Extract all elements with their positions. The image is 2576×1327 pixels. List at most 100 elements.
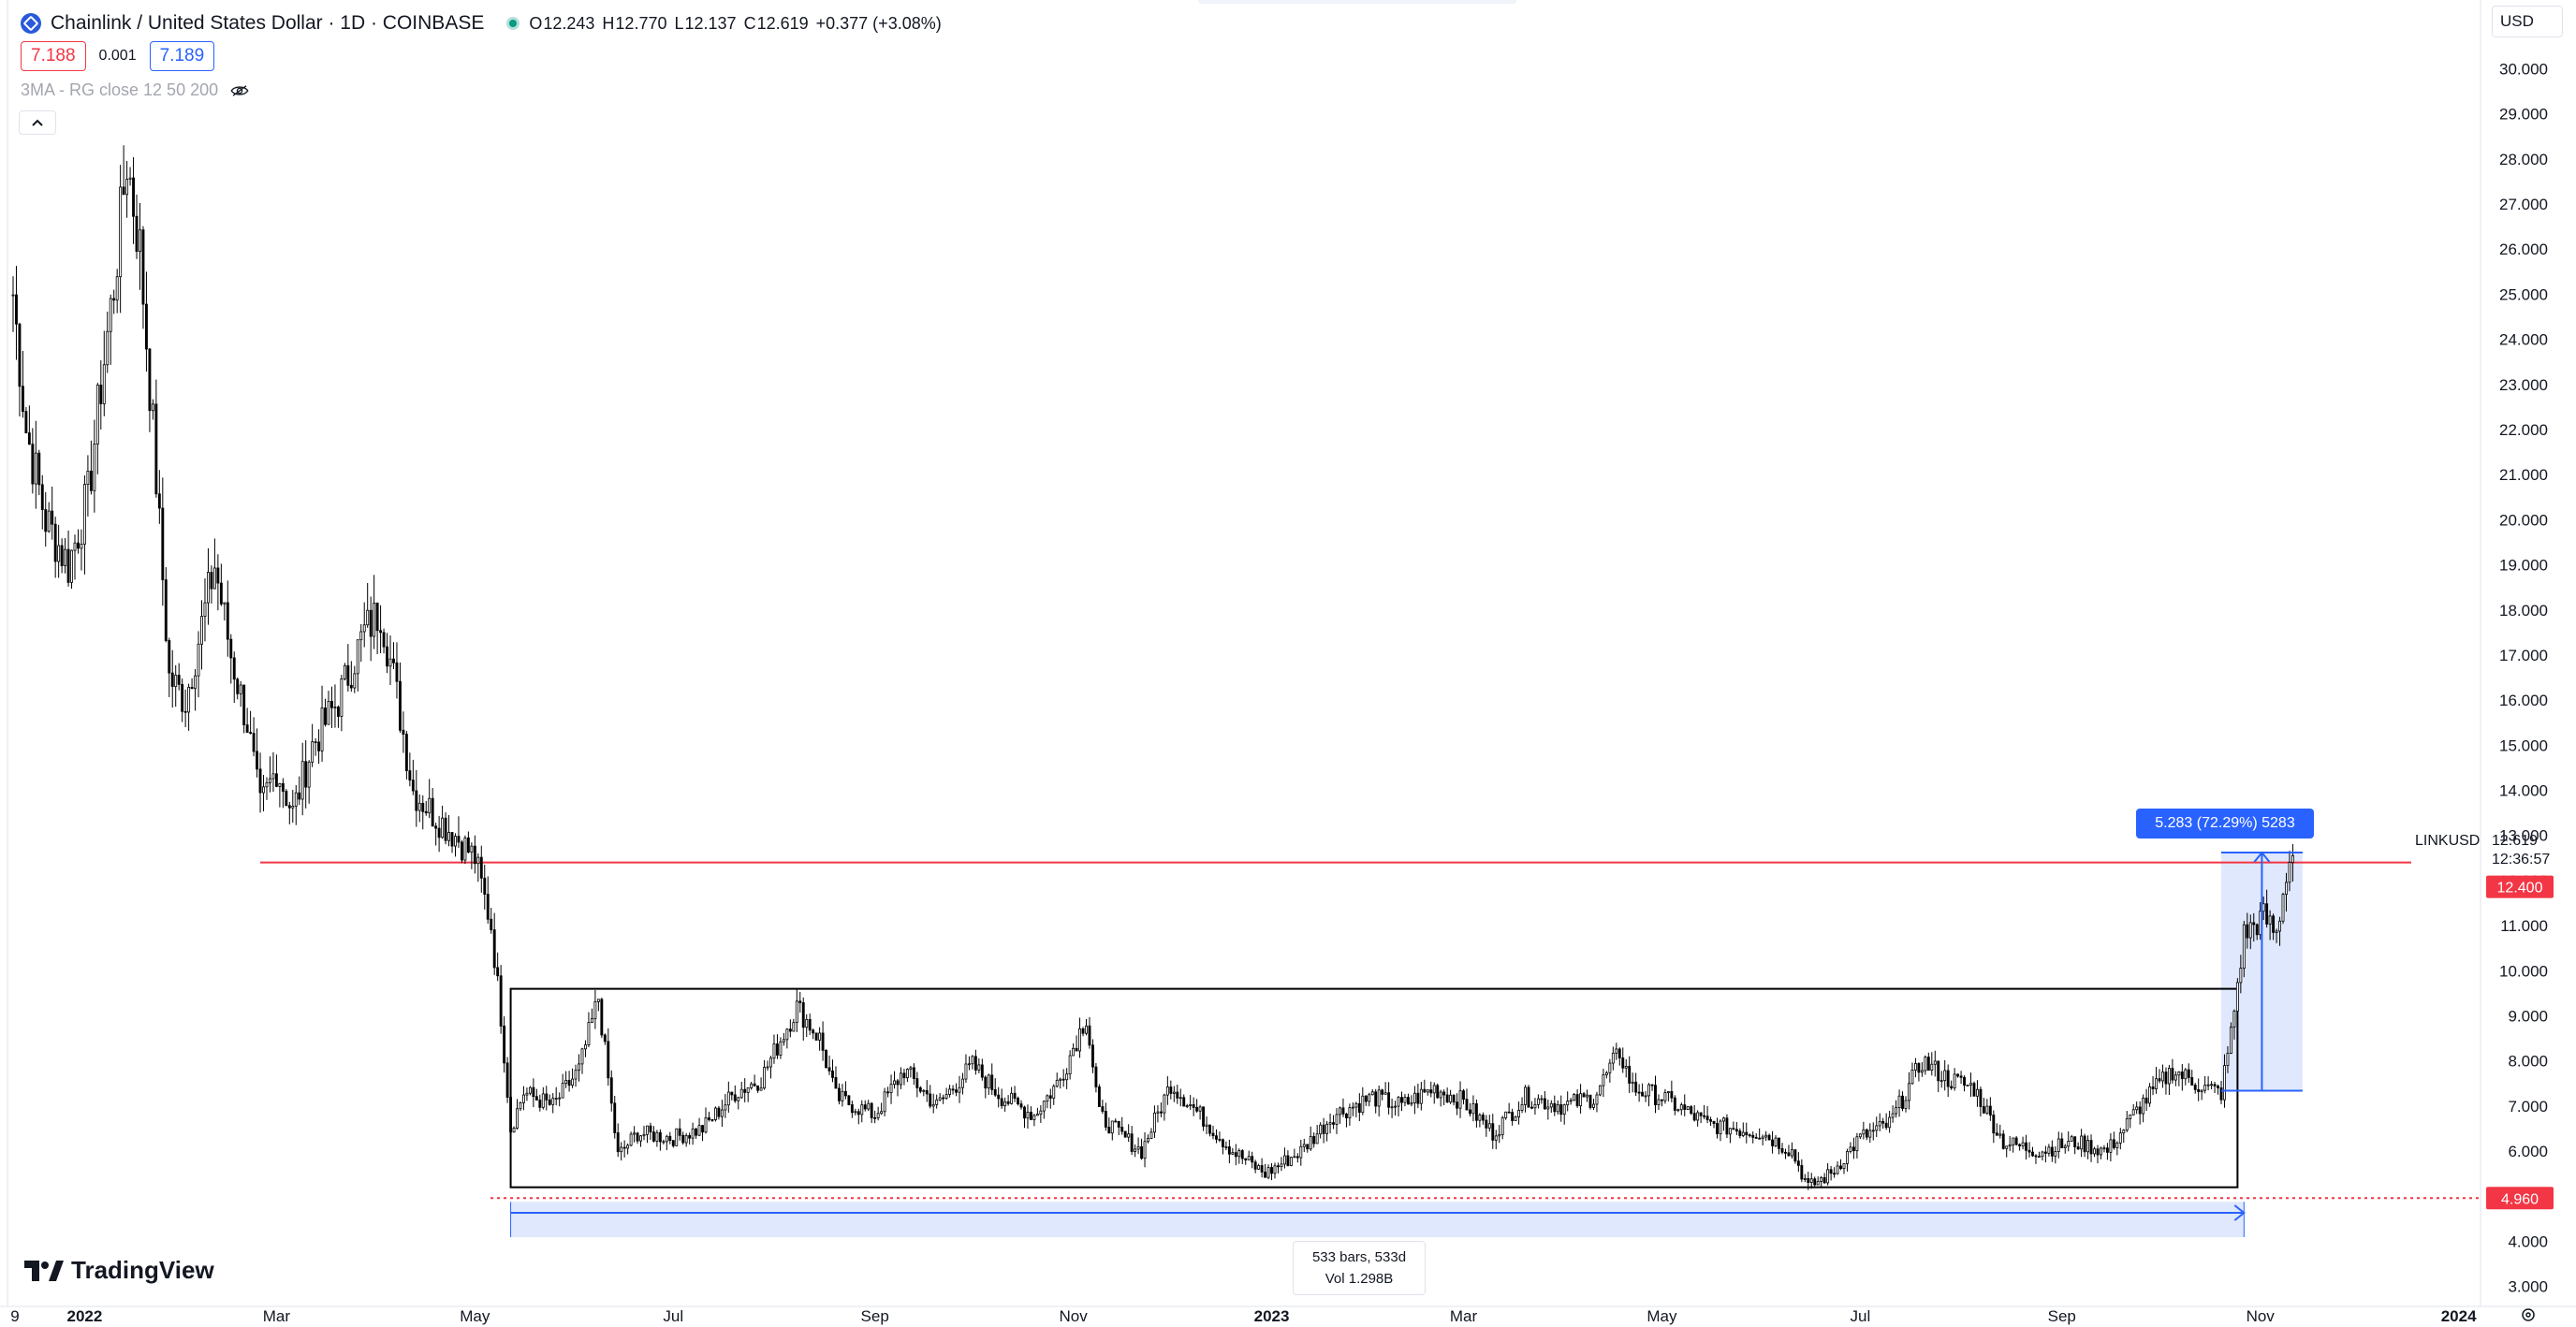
candle-body — [1273, 1165, 1277, 1174]
candle-body — [1507, 1111, 1511, 1114]
candle-body — [2177, 1072, 2181, 1076]
candle-body — [1189, 1103, 1193, 1106]
candle — [216, 554, 220, 611]
candle — [441, 805, 445, 839]
candle — [473, 835, 476, 874]
candle-body — [1784, 1151, 1787, 1154]
candle — [1055, 1072, 1059, 1088]
candle-body — [77, 542, 80, 549]
collapse-legend-button[interactable] — [19, 110, 56, 135]
candle-body — [905, 1069, 909, 1079]
candle-body — [769, 1057, 772, 1068]
candle — [548, 1094, 551, 1106]
candle-body — [1465, 1099, 1469, 1111]
candle-body — [1407, 1097, 1410, 1105]
currency-select[interactable]: USD — [2492, 6, 2563, 37]
symbol-title[interactable]: Chainlink / United States Dollar · 1D · … — [51, 12, 485, 34]
candle-body — [633, 1132, 637, 1135]
candle — [808, 1013, 812, 1035]
sell-price-button[interactable]: 7.188 — [21, 41, 86, 71]
candle-body — [89, 471, 93, 491]
candle-body — [567, 1079, 571, 1086]
candle-body — [1826, 1169, 1830, 1184]
candle-body — [1696, 1112, 1700, 1121]
candle — [181, 678, 184, 722]
candle — [587, 1012, 591, 1048]
candle — [1368, 1092, 1371, 1107]
gear-icon[interactable] — [2520, 1306, 2537, 1323]
candle-body — [1692, 1113, 1696, 1121]
candle — [1400, 1091, 1403, 1112]
candle-body — [1527, 1086, 1530, 1108]
candle — [1178, 1088, 1182, 1107]
candle-body — [759, 1087, 763, 1091]
candle — [492, 912, 496, 975]
measure-arrows — [510, 851, 2303, 1237]
candle-body — [1709, 1119, 1712, 1122]
candle — [1895, 1100, 1898, 1118]
candle-body — [466, 837, 470, 853]
candle — [1244, 1158, 1248, 1165]
candle-body — [2213, 1084, 2217, 1086]
candle-body — [174, 675, 178, 687]
candle — [1582, 1091, 1586, 1098]
candle-body — [798, 1000, 802, 1003]
candle — [1670, 1080, 1674, 1102]
candle — [545, 1086, 549, 1111]
candle — [1950, 1080, 1954, 1090]
candle — [1514, 1116, 1517, 1121]
candle — [1504, 1111, 1508, 1120]
candle — [109, 294, 112, 365]
candle — [1615, 1043, 1618, 1060]
indicator-title[interactable]: 3MA - RG close 12 50 200 — [21, 80, 219, 99]
candle — [1500, 1116, 1504, 1140]
candle-body — [1061, 1078, 1065, 1081]
candle-body — [404, 734, 408, 771]
candle-body — [428, 797, 432, 814]
candle — [2131, 1103, 2135, 1116]
candle-body — [1416, 1092, 1420, 1104]
tradingview-logo[interactable]: TradingView — [24, 1256, 214, 1285]
candle — [2005, 1145, 2009, 1158]
candle-body — [1758, 1137, 1762, 1140]
candle — [1807, 1172, 1810, 1190]
candle-body — [434, 825, 438, 829]
candle — [607, 1028, 610, 1086]
candle — [190, 678, 194, 690]
candle-body — [805, 1019, 809, 1028]
range-box[interactable] — [509, 987, 2239, 1188]
candle-body — [1046, 1095, 1049, 1102]
candle-body — [1803, 1177, 1807, 1180]
open-label: O — [529, 13, 543, 33]
candle-body — [1185, 1105, 1189, 1107]
candle-body — [1939, 1080, 1943, 1082]
buy-price-button[interactable]: 7.189 — [149, 41, 215, 71]
candle-body — [66, 548, 70, 583]
candle — [613, 1096, 617, 1139]
candle-body — [525, 1092, 529, 1096]
candle-body — [24, 411, 28, 433]
candle-body — [1341, 1107, 1345, 1115]
eye-hidden-icon[interactable] — [229, 84, 250, 97]
candle-body — [1494, 1135, 1498, 1141]
candle — [1852, 1137, 1855, 1159]
candle-body — [2043, 1151, 2047, 1154]
candle-body — [1820, 1176, 1823, 1182]
candle-body — [1728, 1128, 1732, 1135]
candle-body — [935, 1099, 939, 1105]
candle-body — [298, 792, 301, 800]
candle — [1377, 1086, 1381, 1117]
candle-body — [1595, 1094, 1599, 1105]
top-drag-handle[interactable] — [1198, 0, 1516, 4]
candle-body — [2142, 1097, 2145, 1115]
candle — [51, 486, 54, 540]
x-tick-label: Sep — [2048, 1307, 2076, 1325]
candle-body — [252, 733, 256, 752]
market-open-status-icon[interactable] — [506, 17, 520, 30]
candle-body — [1312, 1136, 1316, 1145]
x-tick-label: Jul — [1851, 1307, 1871, 1325]
candle-body — [1147, 1138, 1149, 1143]
candle-body — [1754, 1136, 1758, 1139]
candle — [1972, 1081, 1976, 1097]
